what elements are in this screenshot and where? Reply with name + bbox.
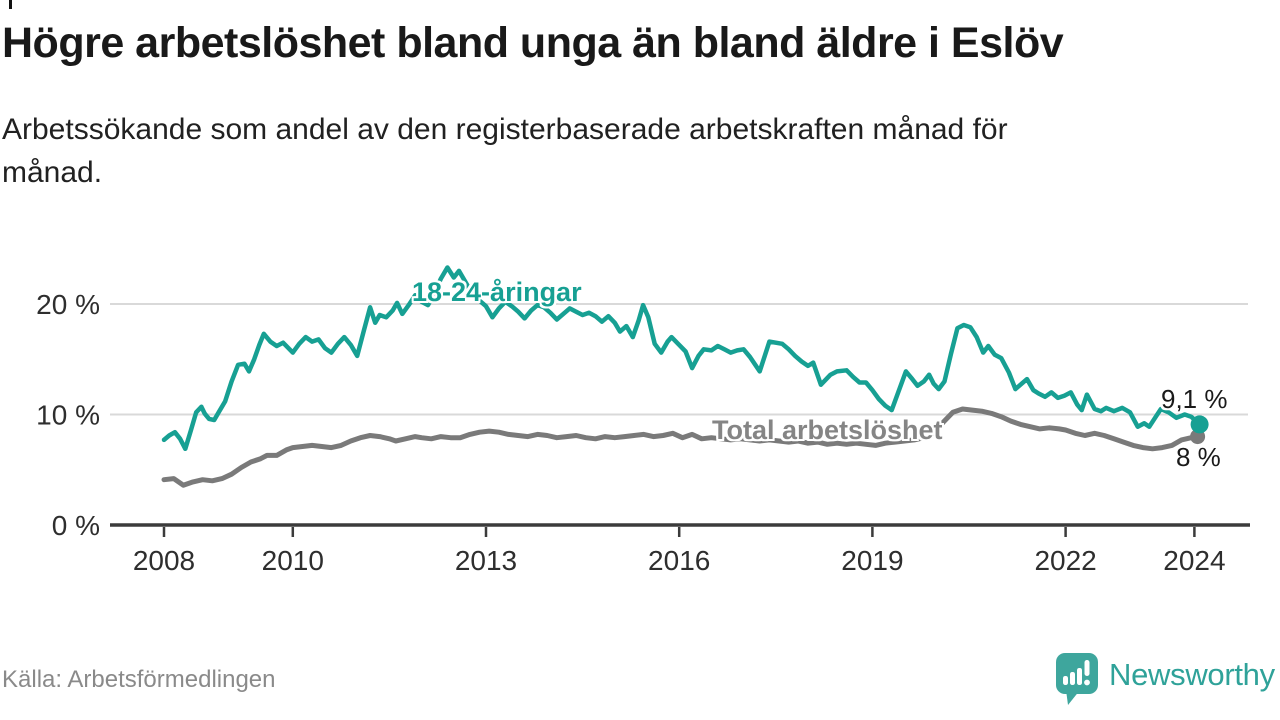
source-note: Källa: Arbetsförmedlingen: [2, 666, 276, 693]
newsworthy-speech-bubble-chart-icon: [1056, 653, 1098, 705]
y-tick-label: 10 %: [36, 400, 100, 431]
x-tick-label: 2008: [133, 545, 195, 576]
newsworthy-logo: Newsworthy: [1055, 652, 1275, 706]
x-tick-label: 2019: [841, 545, 903, 576]
end-value-label-total: 8 %: [1176, 442, 1221, 472]
chart-title: Högre arbetslöshet bland unga än bland ä…: [2, 19, 1064, 67]
x-tick-label: 2024: [1163, 545, 1225, 576]
y-tick-label: 20 %: [36, 289, 100, 320]
x-tick-label: 2013: [455, 545, 517, 576]
y-tick-label: 0 %: [52, 510, 100, 541]
series-line-youth: [161, 265, 1202, 452]
series-line-total: [161, 406, 1201, 488]
newsworthy-wordmark: Newsworthy: [1109, 657, 1275, 692]
x-tick-label: 2010: [262, 545, 324, 576]
series-label-total: Total arbetslöshet: [712, 415, 943, 445]
end-value-label-youth: 9,1 %: [1161, 384, 1228, 414]
series-end-dot-youth: [1190, 415, 1209, 434]
chart-subtitle: Arbetssökande som andel av den registerb…: [2, 113, 1008, 190]
series-label-youth: 18-24-åringar: [412, 277, 582, 307]
x-tick-label: 2016: [648, 545, 710, 576]
stray-mark: [9, 0, 12, 9]
x-tick-label: 2022: [1034, 545, 1096, 576]
